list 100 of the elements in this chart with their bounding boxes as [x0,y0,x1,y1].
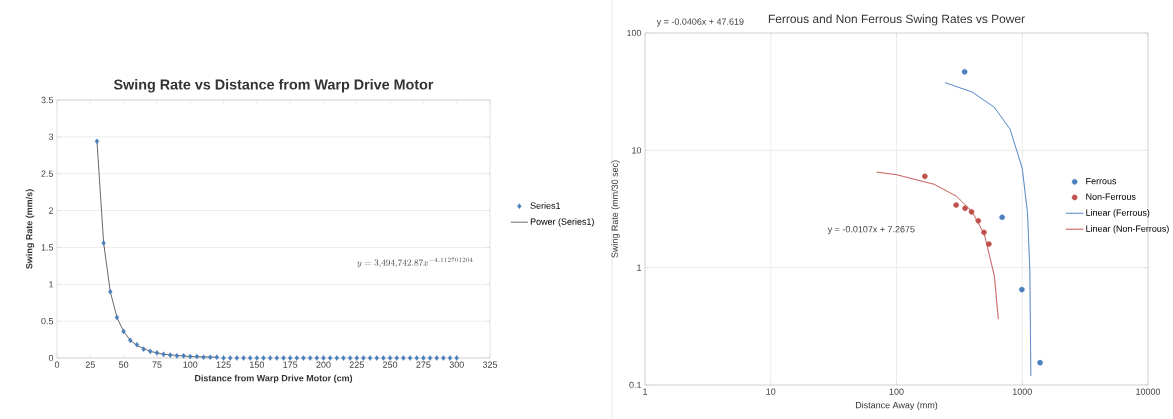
point [401,355,406,361]
legend-label: Linear (Ferrous) [1086,209,1150,218]
y-tick-label: 1 [637,264,642,271]
point [194,353,200,360]
x-tick-label: 0 [54,361,60,368]
point [367,355,373,361]
x-tick-label: 150 [250,361,264,368]
point [454,355,459,361]
point [101,240,106,246]
x-tick-label: 1000 [1012,388,1032,395]
point [274,355,279,361]
point [188,353,193,360]
point [141,346,146,352]
point [294,355,299,361]
point [427,355,433,361]
point [228,355,233,361]
legend-label: Non-Ferrous [1086,193,1136,200]
x-tick-label: 325 [482,361,498,368]
x-tick-label: 10000 [1136,388,1161,395]
point [248,355,253,361]
annotation: y = -0.0107x + 7.2675 [827,226,915,235]
point [354,355,359,361]
point [161,351,166,358]
point [114,314,120,321]
point [314,355,319,361]
y-tick-label: 100 [627,29,642,37]
point [361,355,366,361]
x-tick-label: 50 [118,361,129,368]
point [268,355,273,361]
point [341,355,346,361]
legend-label: Series1 [530,202,561,209]
point [387,355,393,361]
point [434,355,439,361]
point [301,355,306,361]
y-tick-label: 3.5 [41,96,54,104]
y-tick-label: 0.1 [629,381,642,389]
x-tick-label: 100 [183,361,198,368]
point [94,138,100,145]
point [374,355,379,361]
y-tick-label: 1 [49,281,54,288]
point [321,355,326,361]
point [421,355,426,361]
point [327,355,333,361]
y-axis-title: Swing Rate (mm/30 sec) [611,160,620,258]
point [128,337,133,344]
point [208,354,213,361]
point [108,288,113,295]
point [407,355,413,361]
text: y = -0.0406x + 47.619 [656,18,744,27]
y-tick-label: 0 [48,354,54,362]
y-tick-label: 0.5 [41,317,54,325]
x-tick-label: 1 [643,388,648,395]
x-tick-label: 175 [283,361,298,368]
point [121,328,126,335]
point [441,355,446,361]
x-tick-label: 275 [416,361,431,368]
point [181,353,186,359]
point [168,352,173,358]
x-tick-label: 100 [889,388,904,395]
point [234,355,240,361]
legend-label: Linear (Non-Ferrous) [1086,225,1169,234]
point [254,355,259,361]
point [394,355,399,361]
point [134,341,140,348]
point [347,355,353,361]
point [261,355,266,361]
chart-title: Swing Rate vs Distance from Warp Drive Motor [113,79,434,93]
point [308,355,313,361]
point [334,355,339,361]
point [148,348,153,355]
annotation: $y = 3{,}494{,}742.87x^{-4.112701204}$ [357,257,473,268]
point [281,355,286,361]
y-tick-label: 1.5 [41,244,54,251]
chart-title: Ferrous and Non Ferrous Swing Rates vs Power [768,14,1025,26]
x-axis-title: Distance from Warp Drive Motor (cm) [195,374,353,384]
x-tick-label: 25 [85,361,95,368]
x-tick-label: 200 [316,361,331,368]
x-tick-label: 300 [449,361,464,368]
x-tick-label: 75 [152,361,162,368]
x-axis-title: Distance Away (mm) [855,401,938,411]
point [221,355,226,361]
x-tick-label: 250 [383,361,398,368]
x-tick-label: 125 [216,361,231,368]
y-tick-label: 2.5 [41,170,54,177]
x-tick-label: 10 [766,388,776,395]
point [414,355,419,361]
y-tick-label: 2 [48,207,54,214]
legend-label: Power (Series1) [530,218,594,227]
x-tick-label: 225 [349,361,364,368]
y-axis-title: Swing Rate (mm/s) [25,189,35,269]
point [174,353,180,359]
point [381,355,386,361]
point [241,355,246,361]
y-tick-label: 3 [48,133,54,141]
point [288,355,293,361]
point [214,354,220,361]
point [201,354,206,361]
point [154,350,160,356]
point [447,355,453,361]
legend-label: Ferrous [1086,177,1117,185]
